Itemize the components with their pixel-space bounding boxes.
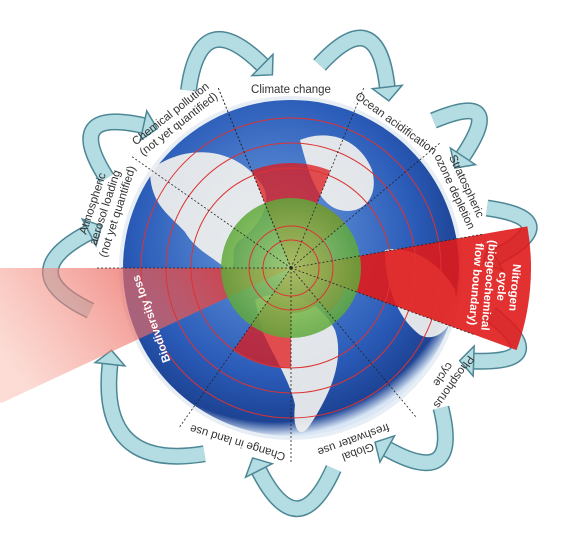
sector-line bbox=[290, 87, 365, 269]
arrow-body bbox=[101, 363, 206, 464]
sector-line bbox=[290, 267, 417, 418]
boundary-wedge bbox=[0, 268, 291, 404]
sector-line bbox=[290, 267, 475, 336]
arrow-head bbox=[374, 434, 397, 465]
sector-lines bbox=[96, 87, 484, 463]
arrow-body bbox=[314, 31, 395, 88]
sector-line bbox=[217, 87, 292, 269]
sector-line bbox=[178, 267, 292, 428]
arrow-body bbox=[430, 103, 487, 161]
arrow-head bbox=[139, 108, 159, 142]
arrow-body bbox=[383, 406, 453, 470]
arrow-head bbox=[370, 84, 404, 102]
boundary-label: cycle bbox=[494, 272, 508, 302]
sector-line bbox=[290, 233, 484, 269]
arrow-head bbox=[80, 217, 103, 248]
arrow-head bbox=[250, 52, 274, 77]
arrow-body bbox=[252, 465, 341, 516]
sector-line bbox=[131, 155, 292, 269]
boundary-label: Nitrogen bbox=[506, 263, 522, 311]
arrow-head bbox=[244, 457, 275, 479]
arrow-head bbox=[449, 146, 478, 169]
arrow-head bbox=[458, 344, 475, 378]
boundary-wedge bbox=[291, 226, 531, 351]
sector-line bbox=[290, 142, 441, 269]
arrow-body bbox=[83, 115, 146, 182]
boundary-label: Climate change bbox=[251, 84, 331, 96]
arrow-head bbox=[93, 349, 127, 367]
arrow-body bbox=[181, 32, 268, 92]
